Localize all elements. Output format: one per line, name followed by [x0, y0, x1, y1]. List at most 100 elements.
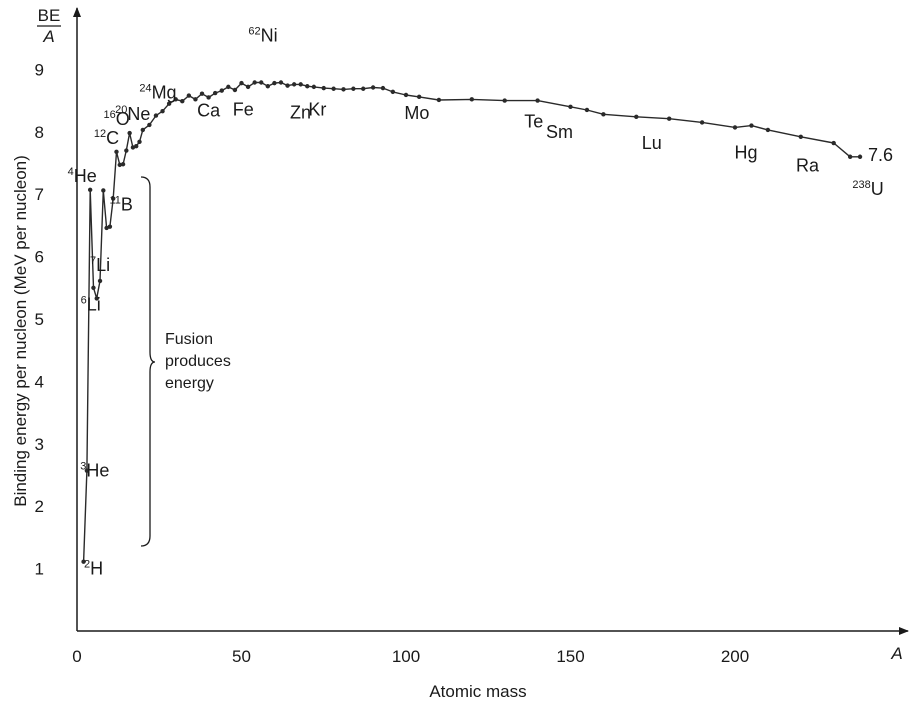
element-label-62ni: 62Ni — [248, 26, 277, 46]
data-point — [798, 134, 803, 139]
data-point — [584, 107, 590, 113]
data-point — [117, 162, 122, 168]
data-point — [601, 112, 606, 117]
data-point — [831, 140, 836, 146]
data-point — [667, 116, 672, 121]
data-point — [272, 80, 277, 86]
x-tick-labels: 0 50 100 150 200 — [72, 647, 749, 666]
y-tick-label: 3 — [35, 435, 44, 454]
data-point — [127, 130, 132, 136]
data-point — [699, 120, 705, 125]
element-label-zn: Zn — [290, 103, 311, 123]
data-point — [199, 91, 205, 96]
data-point — [390, 89, 396, 95]
data-point — [265, 84, 271, 89]
element-symbol: H — [90, 559, 103, 579]
data-point — [291, 82, 297, 87]
y-tick-label: 6 — [35, 248, 44, 267]
isotope-mass-number: 7 — [90, 255, 96, 267]
data-point — [87, 187, 93, 193]
x-axis-title: Atomic mass — [429, 682, 526, 701]
element-label-2h: 2H — [84, 559, 103, 579]
isotope-mass-number: 20 — [115, 104, 127, 116]
y-axis-title: Binding energy per nucleon (MeV per nucl… — [11, 155, 30, 507]
data-point — [114, 149, 119, 154]
data-point — [403, 92, 409, 98]
isotope-mass-number: 16 — [104, 109, 116, 121]
data-point — [239, 80, 244, 86]
data-point — [351, 86, 356, 91]
element-symbol: Li — [96, 255, 110, 275]
data-point — [341, 87, 346, 92]
y-tick-label: 2 — [35, 497, 44, 516]
x-tick-label: 200 — [721, 647, 749, 666]
element-label-lu: Lu — [642, 133, 662, 153]
element-label-fe: Fe — [233, 100, 254, 120]
y-axis-symbol-bottom: A — [42, 27, 54, 46]
x-tick-label: 150 — [556, 647, 584, 666]
element-label-mo: Mo — [404, 103, 429, 123]
data-point — [857, 154, 863, 159]
element-symbol: O — [116, 109, 130, 129]
data-point — [107, 224, 113, 229]
isotope-mass-number: 4 — [68, 166, 74, 178]
data-point — [124, 148, 129, 153]
element-label-238u: 238U — [852, 179, 883, 199]
data-point — [298, 82, 303, 87]
data-point — [110, 196, 116, 201]
element-symbol: B — [121, 195, 133, 215]
data-point — [305, 84, 310, 89]
fusion-bracket — [140, 176, 156, 547]
element-label-ca: Ca — [197, 100, 221, 120]
isotope-mass-number: 24 — [139, 83, 151, 95]
data-point — [97, 278, 103, 284]
y-tick-label: 5 — [35, 310, 44, 329]
data-point — [568, 104, 573, 110]
data-point — [219, 88, 224, 93]
data-point — [94, 296, 99, 301]
data-point — [84, 468, 90, 473]
data-point — [732, 125, 738, 130]
data-point — [180, 99, 185, 104]
element-label-24mg: 24Mg — [139, 83, 176, 103]
element-symbol: He — [74, 166, 97, 186]
element-label-12c: 12C — [94, 128, 119, 148]
element-label-7li: 7Li — [90, 255, 110, 275]
element-label-3he: 3He — [80, 461, 109, 481]
data-point — [137, 139, 142, 144]
data-point — [153, 113, 159, 118]
isotope-mass-number: 62 — [248, 26, 260, 38]
element-label-4he: 4He — [68, 166, 97, 186]
data-point — [331, 86, 336, 91]
x-tick-label: 100 — [392, 647, 420, 666]
data-point — [212, 90, 218, 96]
element-symbol: He — [86, 461, 109, 481]
y-tick-label: 7 — [35, 185, 44, 204]
element-label-6li: 6Li — [81, 294, 101, 314]
data-point — [535, 98, 540, 103]
y-tick-label: 1 — [35, 560, 44, 579]
data-point — [173, 97, 178, 102]
data-point — [259, 80, 264, 85]
element-label-20ne: 20Ne — [115, 104, 150, 124]
data-point — [120, 162, 126, 167]
isotope-mass-number: 3 — [80, 461, 86, 473]
element-label-te: Te — [524, 112, 543, 132]
fusion-note-line-3: energy — [165, 375, 214, 392]
data-point — [81, 559, 86, 564]
y-tick-label: 8 — [35, 123, 44, 142]
x-tick-label: 50 — [232, 647, 251, 666]
data-point — [278, 80, 284, 85]
data-point — [311, 84, 317, 90]
element-symbol: Li — [87, 294, 101, 314]
element-symbol: Mg — [152, 83, 177, 103]
element-label-kr: Kr — [308, 100, 326, 120]
data-point — [166, 101, 172, 106]
element-symbol: U — [871, 179, 884, 199]
isotope-mass-number: 2 — [84, 559, 90, 571]
data-point — [285, 83, 290, 88]
data-point — [436, 97, 442, 103]
data-point — [206, 95, 211, 100]
